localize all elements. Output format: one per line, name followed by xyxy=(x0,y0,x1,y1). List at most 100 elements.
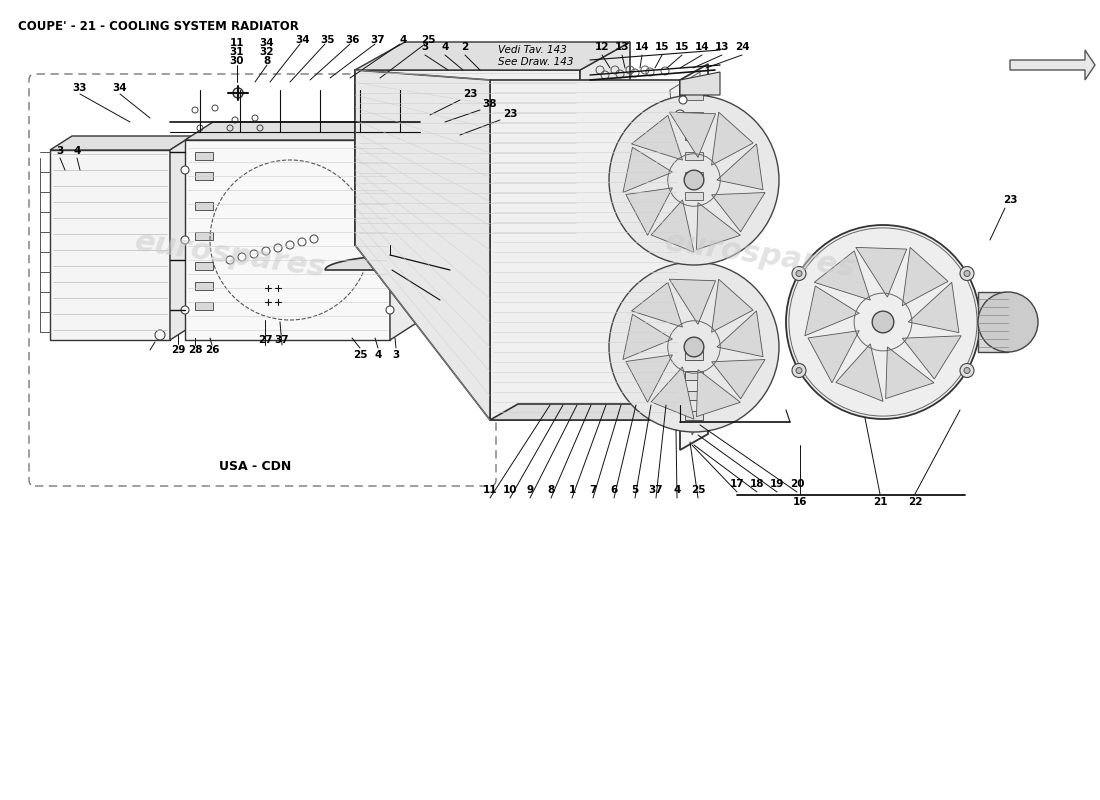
Text: 37: 37 xyxy=(371,35,385,45)
Circle shape xyxy=(960,363,974,378)
Text: 25: 25 xyxy=(353,350,367,360)
Polygon shape xyxy=(1010,50,1094,80)
Bar xyxy=(685,112,703,120)
Text: 4: 4 xyxy=(673,485,681,495)
Polygon shape xyxy=(902,336,961,379)
Circle shape xyxy=(684,337,704,357)
Text: 11: 11 xyxy=(230,38,244,48)
Text: 31: 31 xyxy=(230,47,244,57)
Polygon shape xyxy=(355,245,605,270)
Polygon shape xyxy=(717,144,763,190)
Bar xyxy=(195,202,213,210)
Text: 23: 23 xyxy=(463,89,477,99)
Bar xyxy=(195,282,213,290)
Text: 18: 18 xyxy=(750,479,764,489)
Circle shape xyxy=(786,225,980,419)
Bar xyxy=(685,351,703,360)
Polygon shape xyxy=(185,140,390,340)
Polygon shape xyxy=(886,347,934,398)
Polygon shape xyxy=(856,247,906,297)
Polygon shape xyxy=(170,136,192,340)
Polygon shape xyxy=(712,359,766,398)
Text: 23: 23 xyxy=(1003,195,1018,205)
Text: 3: 3 xyxy=(56,146,64,156)
Polygon shape xyxy=(355,70,490,420)
Circle shape xyxy=(796,270,802,277)
Text: 16: 16 xyxy=(793,497,807,507)
Text: 20: 20 xyxy=(790,479,804,489)
Polygon shape xyxy=(623,314,672,359)
Text: 25: 25 xyxy=(691,485,705,495)
Text: USA - CDN: USA - CDN xyxy=(219,460,292,473)
Bar xyxy=(195,302,213,310)
Text: 34: 34 xyxy=(260,38,274,48)
Text: 35: 35 xyxy=(321,35,336,45)
Text: 24: 24 xyxy=(735,42,749,52)
Text: 27: 27 xyxy=(257,335,273,345)
Polygon shape xyxy=(623,147,672,193)
Text: 11: 11 xyxy=(483,485,497,495)
Text: 4: 4 xyxy=(399,35,407,45)
Circle shape xyxy=(796,367,802,374)
Text: COUPE' - 21 - COOLING SYSTEM RADIATOR: COUPE' - 21 - COOLING SYSTEM RADIATOR xyxy=(18,20,299,33)
Polygon shape xyxy=(978,292,1008,352)
Polygon shape xyxy=(909,282,959,333)
Polygon shape xyxy=(390,122,418,340)
Circle shape xyxy=(386,236,394,244)
Bar xyxy=(685,92,703,100)
Bar xyxy=(685,172,703,180)
Text: 14: 14 xyxy=(635,42,649,52)
Text: 34: 34 xyxy=(112,83,128,93)
Text: 3: 3 xyxy=(421,42,429,52)
Polygon shape xyxy=(631,115,682,160)
Text: 29: 29 xyxy=(170,345,185,355)
Text: 4: 4 xyxy=(374,350,382,360)
Text: 7: 7 xyxy=(590,485,596,495)
Bar xyxy=(195,172,213,180)
Polygon shape xyxy=(185,122,418,140)
Text: 8: 8 xyxy=(548,485,554,495)
Text: 13: 13 xyxy=(715,42,729,52)
Circle shape xyxy=(964,270,970,277)
Bar xyxy=(685,192,703,200)
Text: 25: 25 xyxy=(420,35,436,45)
Circle shape xyxy=(386,306,394,314)
Polygon shape xyxy=(717,311,763,357)
Text: 17: 17 xyxy=(729,479,745,489)
Text: 6: 6 xyxy=(610,485,617,495)
Bar xyxy=(195,232,213,240)
Polygon shape xyxy=(355,42,630,70)
Text: 2: 2 xyxy=(461,42,469,52)
Text: 37: 37 xyxy=(275,335,289,345)
Circle shape xyxy=(684,170,704,190)
Bar xyxy=(685,152,703,160)
Text: 4: 4 xyxy=(441,42,449,52)
Text: 1: 1 xyxy=(569,485,575,495)
Text: 38: 38 xyxy=(483,99,497,109)
Circle shape xyxy=(964,367,970,374)
Polygon shape xyxy=(902,247,948,306)
Polygon shape xyxy=(814,251,870,300)
Circle shape xyxy=(792,363,806,378)
Polygon shape xyxy=(50,150,170,340)
Text: 5: 5 xyxy=(631,485,639,495)
Bar xyxy=(195,152,213,160)
Polygon shape xyxy=(631,282,682,327)
Circle shape xyxy=(182,306,189,314)
Polygon shape xyxy=(836,344,883,402)
Polygon shape xyxy=(712,112,754,166)
Polygon shape xyxy=(626,355,672,402)
Polygon shape xyxy=(696,370,740,417)
Circle shape xyxy=(872,311,894,333)
Circle shape xyxy=(675,110,685,120)
Circle shape xyxy=(609,262,779,432)
Polygon shape xyxy=(651,200,694,252)
Text: eurospares: eurospares xyxy=(132,227,328,282)
Polygon shape xyxy=(490,80,680,420)
Polygon shape xyxy=(580,42,630,245)
Text: See Draw. 143: See Draw. 143 xyxy=(498,57,573,67)
Bar xyxy=(685,411,703,420)
Polygon shape xyxy=(490,404,708,420)
Circle shape xyxy=(233,88,243,98)
Polygon shape xyxy=(680,64,708,450)
